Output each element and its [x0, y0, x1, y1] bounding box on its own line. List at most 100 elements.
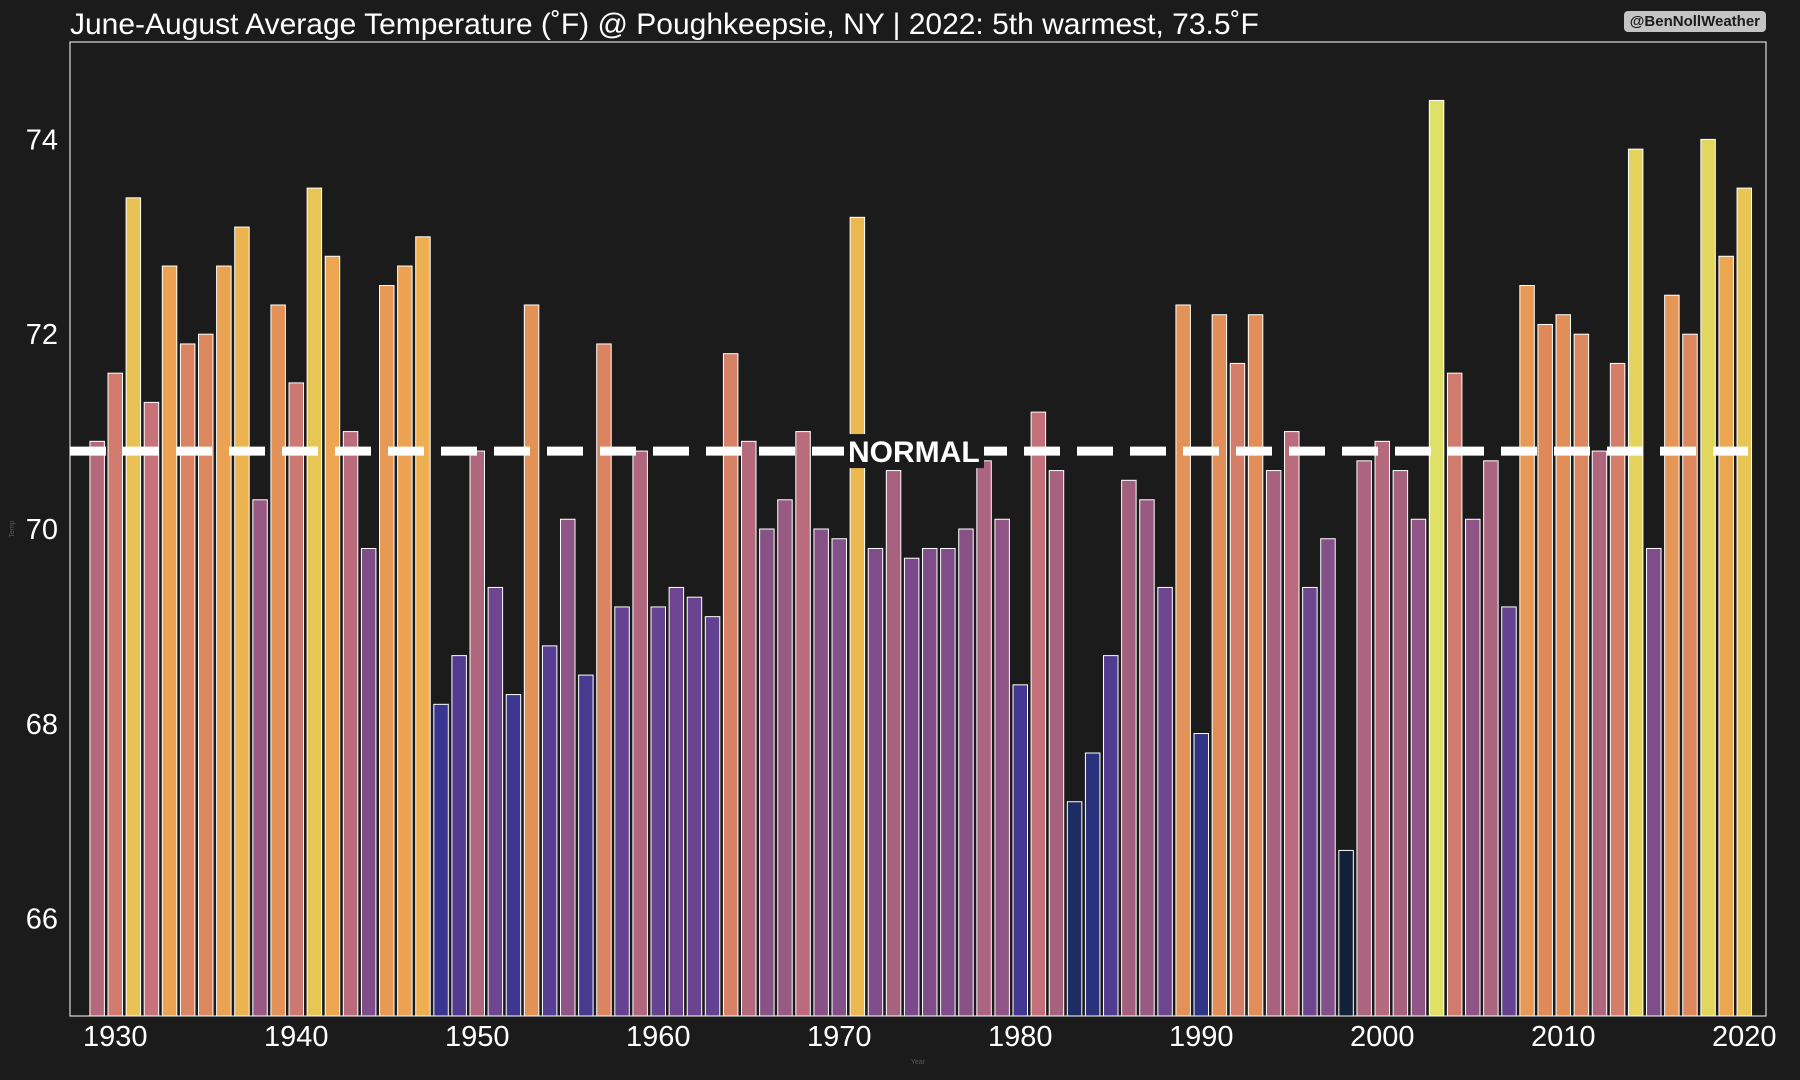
y-tick-label: 72: [26, 319, 58, 351]
bar-1960: [650, 606, 667, 1017]
y-axis-label: Temp: [9, 520, 16, 537]
bar-1972: [867, 547, 884, 1017]
bar-1938: [252, 499, 268, 1017]
chart-title: June-August Average Temperature (˚F) @ P…: [70, 8, 1259, 41]
bar-1988: [1157, 586, 1173, 1017]
bar-2019: [1718, 255, 1734, 1017]
y-tick-label: 66: [26, 904, 58, 936]
bar-1991: [1211, 314, 1228, 1017]
bar-1931: [125, 197, 142, 1017]
y-tick-label: 74: [26, 124, 58, 156]
bar-1974: [903, 557, 920, 1017]
bar-1944: [360, 547, 377, 1017]
bar-2014: [1627, 148, 1644, 1017]
bar-1932: [143, 401, 160, 1017]
bar-1989: [1175, 304, 1191, 1017]
bar-1968: [795, 431, 811, 1017]
bar-1963: [704, 616, 721, 1017]
bar-1936: [216, 265, 232, 1017]
bar-1990: [1193, 733, 1210, 1017]
bar-2006: [1483, 460, 1499, 1017]
bar-1985: [1103, 655, 1119, 1017]
bar-1957: [596, 343, 612, 1017]
bar-1933: [161, 265, 178, 1017]
bar-1941: [306, 187, 323, 1017]
bar-1999: [1356, 460, 1372, 1017]
bar-1996: [1302, 586, 1318, 1017]
bar-1961: [668, 586, 685, 1017]
bar-1956: [578, 674, 594, 1017]
normal-label: NORMAL: [848, 436, 980, 469]
bar-2013: [1609, 362, 1626, 1017]
bar-1987: [1139, 499, 1155, 1017]
bar-1969: [813, 528, 829, 1017]
bar-1980: [1012, 684, 1029, 1017]
bar-1993: [1247, 314, 1264, 1017]
bar-2002: [1410, 518, 1427, 1017]
bar-1997: [1320, 538, 1336, 1017]
bar-2005: [1465, 518, 1481, 1017]
bar-1937: [234, 226, 250, 1017]
bar-1934: [179, 343, 196, 1017]
bar-1943: [342, 431, 359, 1017]
bar-1930: [107, 372, 123, 1017]
bar-1942: [324, 255, 341, 1017]
bar-1951: [487, 586, 504, 1017]
bar-1929: [89, 440, 105, 1017]
bar-1966: [759, 528, 775, 1017]
bar-1971: [849, 216, 866, 1017]
x-tick-label: 1950: [445, 1021, 510, 1053]
x-tick-label: 1970: [807, 1021, 872, 1053]
bar-1958: [614, 606, 630, 1017]
bar-1970: [831, 538, 848, 1017]
bar-1939: [270, 304, 286, 1017]
credit-badge: @BenNollWeather: [1623, 11, 1766, 32]
y-tick-label: 70: [26, 514, 58, 546]
bar-1984: [1084, 752, 1101, 1017]
bar-1994: [1265, 470, 1282, 1017]
x-tick-label: 1990: [1169, 1021, 1234, 1053]
bars-layer: [89, 99, 1753, 1017]
bar-1976: [940, 547, 956, 1017]
bar-1964: [722, 353, 739, 1017]
bar-2017: [1682, 333, 1698, 1017]
bar-1948: [433, 703, 449, 1017]
x-tick-label: 1930: [83, 1021, 148, 1053]
x-tick-label: 2010: [1531, 1021, 1596, 1053]
ticks-layer: 1930 1940 1950 1960 1970 1980 1990 2000 2010 2020…: [26, 124, 1777, 1053]
bar-2011: [1573, 333, 1590, 1017]
bar-1967: [777, 499, 793, 1017]
bar-1975: [922, 547, 938, 1017]
bar-2001: [1392, 470, 1409, 1017]
bar-1992: [1229, 362, 1246, 1017]
bar-2012: [1591, 450, 1608, 1017]
bar-1965: [741, 440, 757, 1017]
bar-2020: [1736, 187, 1753, 1017]
bar-1962: [686, 596, 703, 1017]
y-tick-label: 68: [26, 709, 58, 741]
bar-1935: [198, 333, 214, 1017]
x-tick-label: 1960: [626, 1021, 691, 1053]
bar-1979: [994, 518, 1010, 1017]
bar-1977: [958, 528, 974, 1017]
x-tick-label: 2000: [1350, 1021, 1415, 1053]
bar-1998: [1338, 849, 1354, 1017]
bar-2004: [1446, 372, 1463, 1017]
bar-1959: [632, 450, 648, 1017]
bar-1949: [451, 655, 467, 1017]
bar-1982: [1048, 470, 1065, 1017]
x-axis-label: Year: [911, 1059, 926, 1066]
bar-1953: [523, 304, 540, 1017]
normal-label-background: [844, 434, 984, 469]
bar-1952: [505, 694, 522, 1017]
bar-1955: [560, 518, 576, 1017]
bar-2018: [1700, 138, 1716, 1017]
bar-1940: [288, 382, 304, 1017]
bar-1954: [541, 645, 558, 1017]
bar-1950: [469, 450, 485, 1017]
x-tick-label: 1980: [988, 1021, 1053, 1053]
bar-1983: [1066, 801, 1083, 1017]
bar-2016: [1664, 294, 1680, 1017]
bar-1946: [397, 265, 413, 1017]
